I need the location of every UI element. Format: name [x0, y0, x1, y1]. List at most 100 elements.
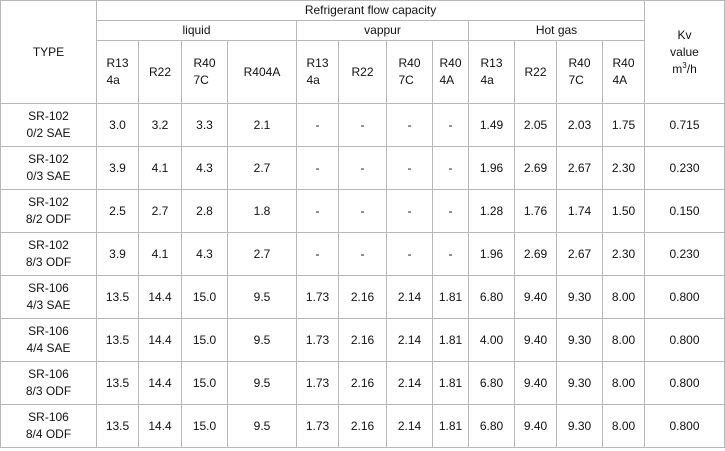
value-cell: 14.4	[138, 318, 182, 362]
value-cell: 14.4	[138, 275, 182, 319]
flow-capacity-header: Refrigerant flow capacity	[95, 0, 646, 21]
value-cell: -	[386, 146, 433, 190]
value-cell: -	[432, 146, 469, 190]
value-cell: -	[338, 189, 387, 233]
value-cell: 2.69	[514, 232, 557, 276]
refrigerant-header: R404A	[432, 40, 469, 104]
value-cell: -	[386, 189, 433, 233]
value-cell: 1.8	[227, 189, 297, 233]
value-cell: 9.5	[227, 318, 297, 362]
value-cell: 13.5	[96, 275, 139, 319]
type-cell: SR-1020/3 SAE	[0, 146, 97, 190]
value-cell: -	[296, 103, 339, 147]
value-cell: 8.00	[601, 361, 646, 405]
value-cell: 2.03	[556, 103, 603, 147]
value-cell: 2.16	[338, 404, 387, 448]
type-cell: SR-1028/3 ODF	[0, 232, 97, 276]
value-cell: 4.1	[138, 146, 182, 190]
refrigerant-header: R407C	[556, 40, 603, 104]
value-cell: 9.5	[227, 361, 297, 405]
value-cell: 13.5	[96, 318, 139, 362]
value-cell: 2.8	[181, 189, 228, 233]
value-cell: 9.40	[514, 404, 557, 448]
refrigerant-header: R22	[138, 40, 182, 104]
kv-unit: m3/h	[672, 60, 697, 76]
group-header-1: vappur	[296, 20, 469, 41]
value-cell: 2.67	[556, 232, 603, 276]
value-cell: -	[296, 146, 339, 190]
kv-cell: 0.800	[644, 361, 725, 405]
refrigerant-header: R134a	[296, 40, 339, 104]
value-cell: 2.67	[556, 146, 603, 190]
refrigerant-header: R407C	[386, 40, 433, 104]
kv-cell: 0.715	[644, 103, 725, 147]
value-cell: 2.30	[601, 232, 646, 276]
value-cell: -	[432, 232, 469, 276]
value-cell: 1.49	[468, 103, 515, 147]
value-cell: -	[338, 146, 387, 190]
value-cell: 8.00	[601, 404, 646, 448]
kv-cell: 0.800	[644, 275, 725, 319]
value-cell: 2.16	[338, 318, 387, 362]
value-cell: 1.76	[514, 189, 557, 233]
value-cell: 15.0	[181, 318, 228, 362]
value-cell: 2.05	[514, 103, 557, 147]
refrigerant-header: R404A	[227, 40, 297, 104]
value-cell: 2.14	[386, 318, 433, 362]
value-cell: 1.96	[468, 232, 515, 276]
value-cell: -	[386, 232, 433, 276]
value-cell: 2.14	[386, 404, 433, 448]
value-cell: 2.7	[138, 189, 182, 233]
value-cell: 4.3	[181, 232, 228, 276]
value-cell: 2.16	[338, 361, 387, 405]
value-cell: 8.00	[601, 318, 646, 362]
value-cell: 1.81	[432, 318, 469, 362]
kv-header: Kv value m3/h	[644, 0, 725, 104]
value-cell: 8.00	[601, 275, 646, 319]
value-cell: 3.0	[96, 103, 139, 147]
value-cell: 1.81	[432, 404, 469, 448]
value-cell: 9.30	[556, 275, 603, 319]
kv-cell: 0.800	[644, 318, 725, 362]
value-cell: 1.75	[601, 103, 646, 147]
value-cell: 14.4	[138, 361, 182, 405]
table-row: SR-1028/3 ODF 3.9 4.1 4.3 2.7- - - -1.96 2.69 2.6…	[0, 232, 725, 276]
table-row: SR-1064/4 SAE 13.5 14.4 15.0 9.5 1.73 2.16 2.14…	[0, 318, 725, 362]
table-row: SR-1020/3 SAE 3.9 4.1 4.3 2.7- - - -1.96 2.69 2.6…	[0, 146, 725, 190]
value-cell: 2.69	[514, 146, 557, 190]
value-cell: -	[432, 189, 469, 233]
value-cell: 3.9	[96, 232, 139, 276]
value-cell: 15.0	[181, 361, 228, 405]
value-cell: 9.30	[556, 361, 603, 405]
value-cell: 1.73	[296, 318, 339, 362]
value-cell: -	[296, 189, 339, 233]
value-cell: 1.73	[296, 361, 339, 405]
value-cell: 4.1	[138, 232, 182, 276]
value-cell: -	[386, 103, 433, 147]
type-cell: SR-1020/2 SAE	[0, 103, 97, 147]
table-row: SR-1028/2 ODF 2.5 2.7 2.8 1.8- - - -1.28 1.76 1.7…	[0, 189, 725, 233]
value-cell: 4.00	[468, 318, 515, 362]
value-cell: 9.5	[227, 275, 297, 319]
value-cell: 15.0	[181, 275, 228, 319]
table-row: SR-1020/2 SAE 3.0 3.2 3.3 2.1- - - -1.49 2.05 2.0…	[0, 103, 725, 147]
value-cell: 3.3	[181, 103, 228, 147]
value-cell: 9.40	[514, 361, 557, 405]
value-cell: 2.1	[227, 103, 297, 147]
refrigerant-header: R22	[514, 40, 557, 104]
value-cell: 2.7	[227, 146, 297, 190]
value-cell: 14.4	[138, 404, 182, 448]
value-cell: 1.73	[296, 275, 339, 319]
type-cell: SR-1068/3 ODF	[0, 361, 97, 405]
value-cell: 2.14	[386, 361, 433, 405]
value-cell: 1.81	[432, 275, 469, 319]
type-cell: SR-1064/3 SAE	[0, 275, 97, 319]
table-row: SR-1064/3 SAE 13.5 14.4 15.0 9.5 1.73 2.16 2.14…	[0, 275, 725, 319]
value-cell: 2.30	[601, 146, 646, 190]
kv-label-line2: value	[670, 44, 699, 59]
value-cell: 9.30	[556, 404, 603, 448]
type-header: TYPE	[0, 0, 97, 104]
value-cell: 9.40	[514, 318, 557, 362]
value-cell: 1.50	[601, 189, 646, 233]
